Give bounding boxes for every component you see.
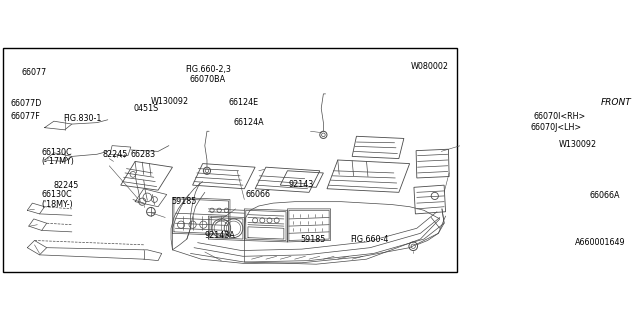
Text: 66070BA: 66070BA bbox=[189, 75, 226, 84]
Text: FIG.660-4: FIG.660-4 bbox=[351, 235, 389, 244]
Text: 66077: 66077 bbox=[22, 68, 47, 77]
Text: ('18MY-): ('18MY-) bbox=[42, 200, 74, 209]
Text: 82245: 82245 bbox=[102, 150, 127, 159]
Text: (-'17MY): (-'17MY) bbox=[42, 157, 74, 166]
Text: 59185: 59185 bbox=[171, 197, 196, 206]
Text: 66130C: 66130C bbox=[42, 148, 72, 157]
Text: 66070J<LH>: 66070J<LH> bbox=[531, 123, 582, 132]
Text: 66130C: 66130C bbox=[42, 190, 72, 199]
Text: W130092: W130092 bbox=[151, 97, 189, 106]
Text: 59185: 59185 bbox=[300, 235, 326, 244]
Text: 66070I<RH>: 66070I<RH> bbox=[533, 112, 586, 121]
Text: 66077F: 66077F bbox=[10, 112, 40, 121]
Text: 66283: 66283 bbox=[131, 150, 156, 159]
Text: 82245: 82245 bbox=[53, 181, 79, 190]
Text: 66124A: 66124A bbox=[234, 118, 264, 127]
Text: A660001649: A660001649 bbox=[575, 238, 625, 247]
Text: 66124E: 66124E bbox=[228, 98, 259, 107]
Text: 92143: 92143 bbox=[289, 180, 314, 189]
Text: W130092: W130092 bbox=[559, 140, 597, 149]
Text: FRONT: FRONT bbox=[601, 98, 632, 107]
Text: W080002: W080002 bbox=[411, 62, 449, 71]
Text: 66066A: 66066A bbox=[589, 191, 620, 200]
Text: FIG.830-1: FIG.830-1 bbox=[63, 114, 102, 123]
Text: 0451S: 0451S bbox=[134, 104, 159, 113]
Text: 66066: 66066 bbox=[246, 190, 271, 199]
Text: 66077D: 66077D bbox=[10, 100, 42, 108]
Text: 92143A: 92143A bbox=[205, 231, 236, 240]
Text: FIG.660-2,3: FIG.660-2,3 bbox=[186, 65, 231, 74]
